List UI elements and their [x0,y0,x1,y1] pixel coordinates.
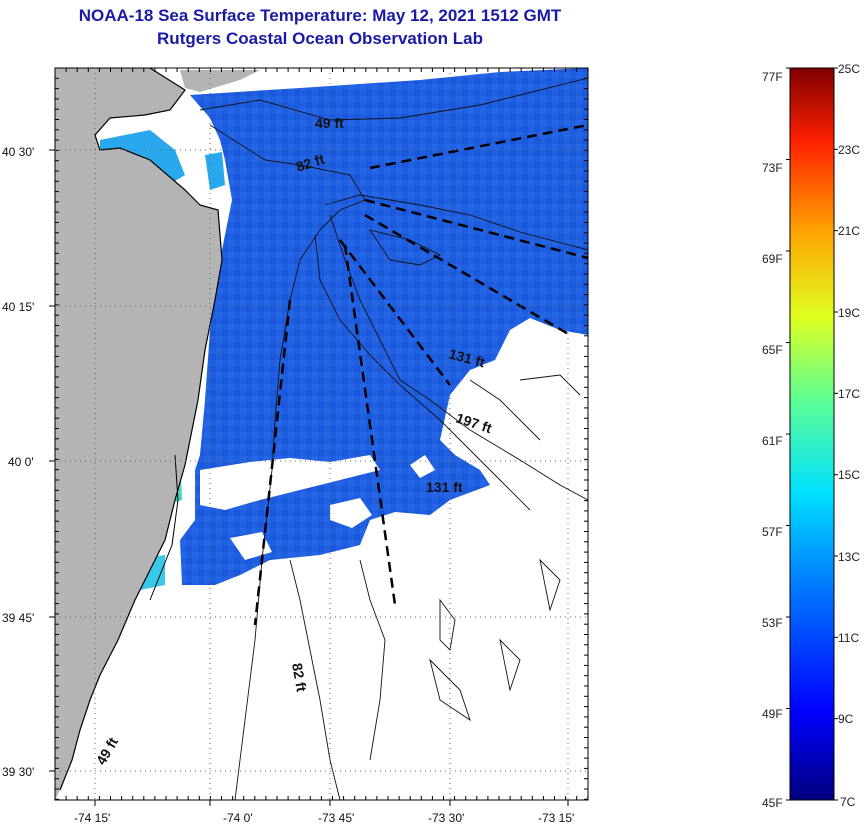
no-data-gap [410,455,435,478]
graticule [55,68,588,800]
colorbar-c-label: 11C [838,631,860,645]
colorbar-f-label: 69F [762,252,783,266]
colorbar-f-label: 49F [762,707,783,721]
colorbar-f-label: 61F [762,434,783,448]
colorbar-c-label: 25C [838,62,861,76]
land-mass [55,68,222,800]
colorbar-f-label: 77F [762,70,783,84]
lat-label: 40 15' [2,300,34,314]
colorbar-c-label: 21C [838,224,861,238]
colorbar-f-label: 73F [762,161,783,175]
lon-label: -74 15' [74,811,110,825]
lat-label: 40 30' [2,145,34,159]
colorbar-c-label: 19C [838,306,861,320]
depth-label: 82 ft [289,662,310,693]
temperature-colorbar [789,67,835,801]
depth-label: 49 ft [315,115,344,131]
colorbar-c-label: 7C [840,795,856,809]
colorbar-c-label: 9C [838,712,854,726]
colorbar-f-label: 65F [762,343,783,357]
axis-ticks [49,67,589,806]
lon-label: -73 30' [428,811,464,825]
barrier-island [149,454,179,601]
lat-label: 39 45' [2,611,34,625]
transect-lines [253,123,588,626]
map-title: NOAA-18 Sea Surface Temperature: May 12,… [78,6,562,25]
colorbar-c-label: 15C [838,468,861,482]
no-data-gap [200,455,380,510]
colorbar-c-label: 17C [838,387,861,401]
depth-label: 131 ft [426,479,463,495]
lat-label: 39 30' [2,765,34,779]
nearshore-warm-patch [205,152,225,190]
bathymetry-contours [199,77,588,800]
lat-label: 40 0' [8,455,34,469]
no-data-gap [330,498,372,528]
colorbar-f-label: 53F [762,616,783,630]
no-data-gap [230,532,272,560]
sst-coverage-area [180,68,588,585]
lon-label: -73 45' [318,811,354,825]
colorbar-ticks [786,67,838,801]
lon-label: -73 15' [538,811,574,825]
colorbar-f-label: 57F [762,525,783,539]
colorbar-c-label: 23C [838,143,861,157]
land-strip [180,70,260,92]
map-subtitle: Rutgers Coastal Ocean Observation Lab [157,29,483,48]
coastline [59,68,223,791]
colorbar-f-label: 45F [762,796,783,810]
colorbar-c-label: 13C [838,550,861,564]
lon-label: -74 0' [223,811,253,825]
